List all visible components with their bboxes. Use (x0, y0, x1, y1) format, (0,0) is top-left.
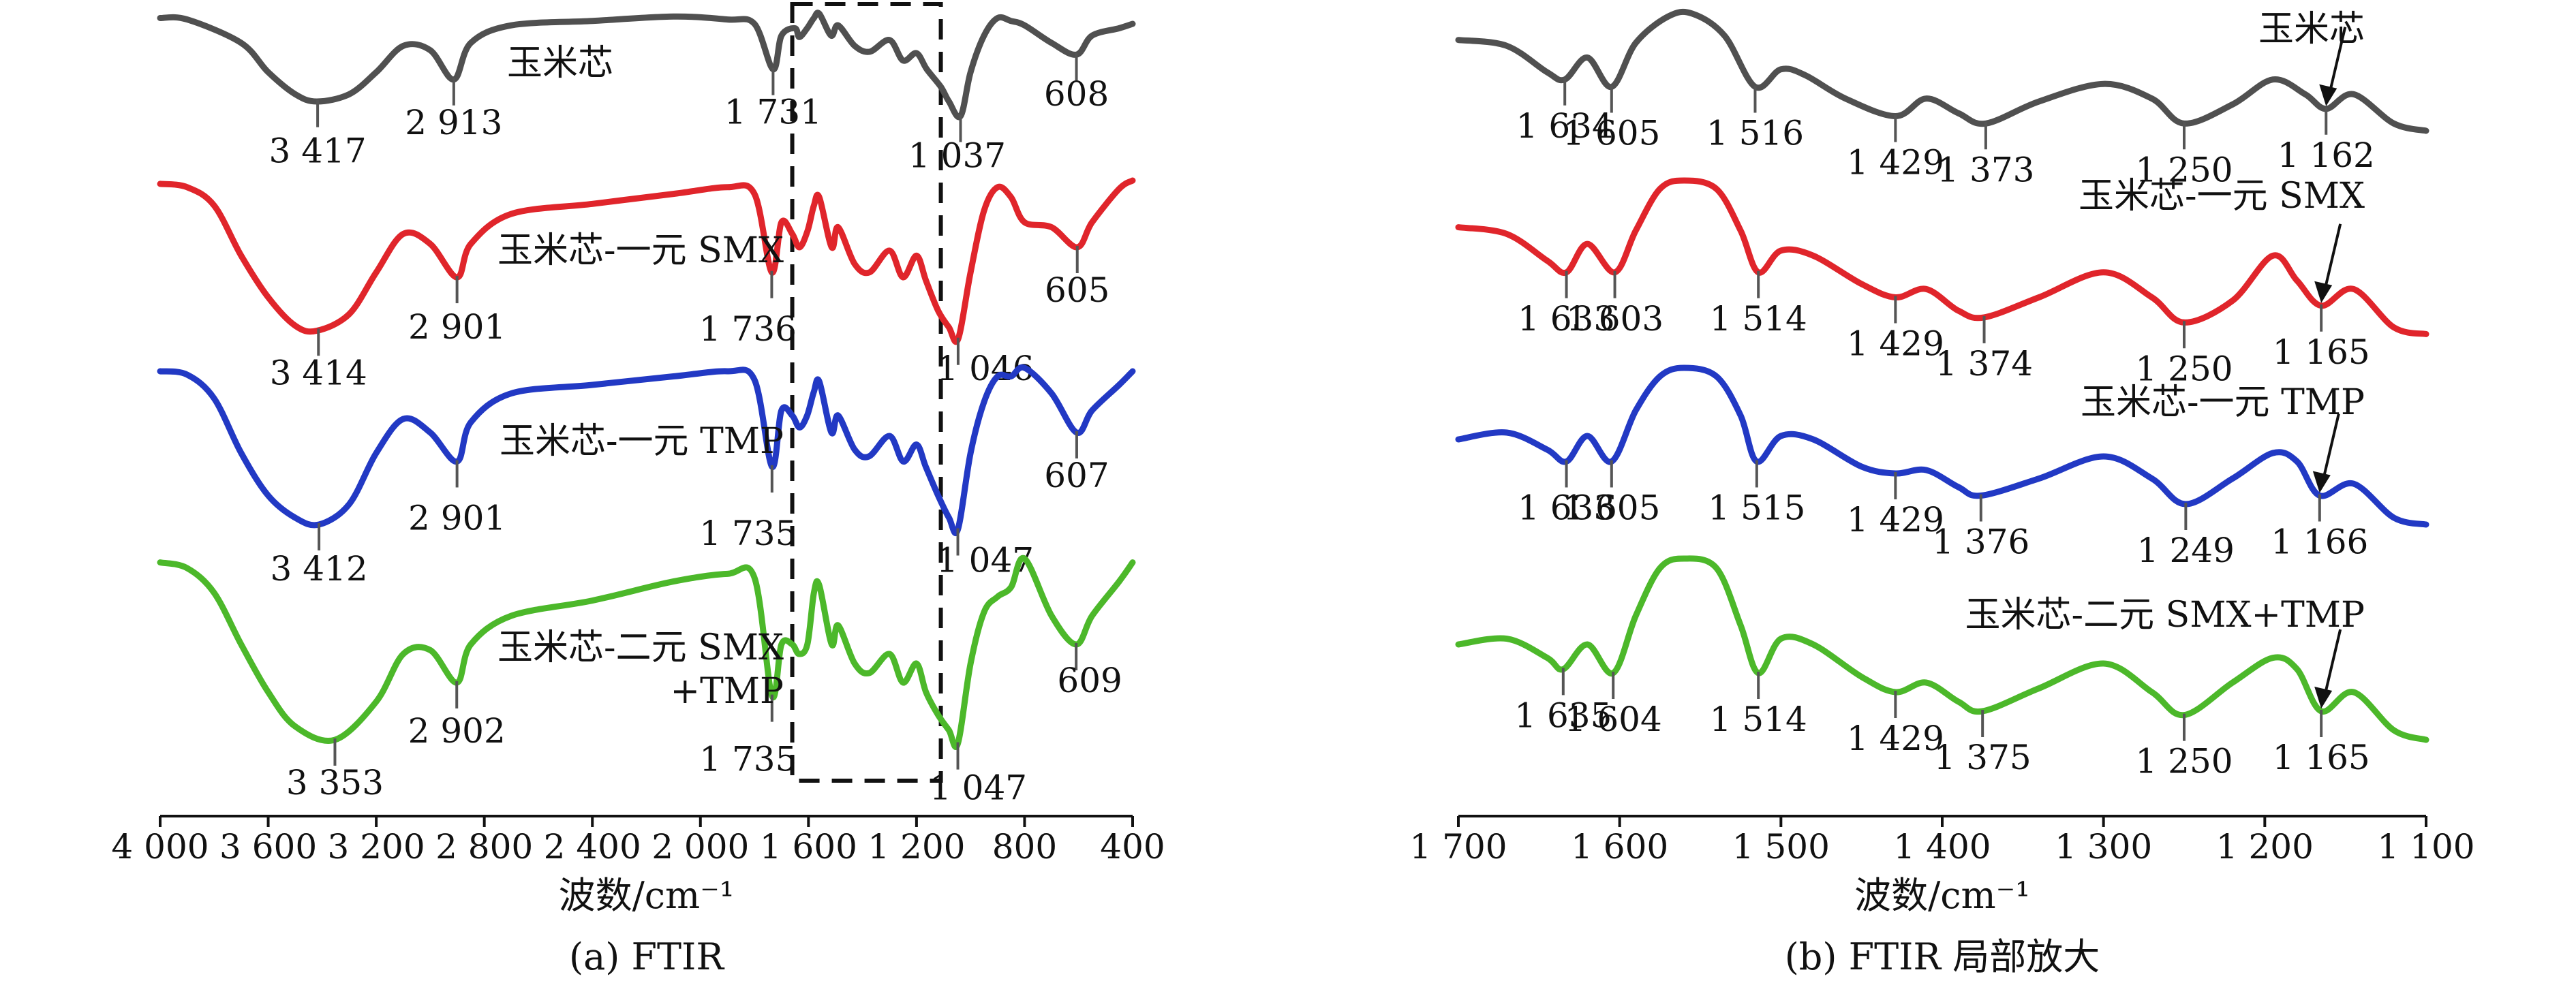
peak-label: 1 376 (1932, 522, 2029, 562)
arrow-line (2322, 629, 2342, 700)
panel-a: 4 000 3 600 3 200 2 800 2 400 2 000 1 600 1 200… (111, 2, 1165, 978)
x-tick-label: 3 600 (219, 827, 317, 867)
series-label: 玉米芯-一元 SMX (2079, 176, 2365, 217)
peak-label: 1 633 (1518, 488, 1615, 528)
peak-label: 2 913 (405, 103, 502, 142)
peak-label: 609 (1057, 661, 1122, 700)
peak-label: 1 250 (2135, 150, 2233, 189)
peak-label: 1 605 (1563, 114, 1660, 153)
series-line (157, 177, 1136, 345)
arrow-line (2320, 414, 2340, 484)
peak-label: 1 250 (2135, 349, 2233, 388)
peak-label: 1 249 (2137, 531, 2235, 570)
peak-label: 605 (1045, 270, 1109, 310)
peak-label: 1 047 (930, 768, 1027, 808)
peak-label: 3 412 (271, 549, 368, 589)
x-tick-label: 1 700 (1409, 827, 1507, 867)
x-tick-label: 4 000 (111, 827, 209, 867)
peak-label: 608 (1044, 74, 1109, 114)
peak-label: 1 374 (1935, 344, 2033, 384)
series-line (157, 364, 1136, 537)
peak-label: 2 902 (408, 711, 506, 751)
arrow-line (2322, 223, 2342, 294)
x-tick-label: 2 400 (544, 827, 641, 867)
x-tick-label: 1 600 (760, 827, 857, 867)
series-label: 玉米芯-一元 SMX (497, 230, 784, 271)
panel-caption: (a) FTIR (569, 935, 724, 978)
peak-label: 3 414 (270, 353, 367, 392)
x-axis-label: 波数/cm⁻¹ (559, 874, 735, 917)
peak-label: 2 901 (408, 499, 506, 538)
x-tick-label: 1 500 (1732, 827, 1830, 867)
peak-label: 1 037 (908, 136, 1006, 176)
x-tick-label: 1 600 (1571, 827, 1668, 867)
series-line (157, 10, 1136, 121)
peak-label: 1 735 (699, 740, 797, 779)
peak-label: 1 735 (699, 514, 797, 553)
x-axis-label: 波数/cm⁻¹ (1854, 874, 2030, 917)
peak-label: 1 736 (699, 309, 797, 349)
peak-label: 1 429 (1847, 143, 1944, 183)
panel-caption: (b) FTIR 局部放大 (1785, 935, 2100, 978)
peak-label: 1 165 (2273, 332, 2370, 372)
peak-label: 3 353 (286, 763, 384, 802)
series-label: 玉米芯 (2258, 9, 2365, 50)
x-tick-label: 1 200 (2216, 827, 2314, 867)
peak-label: 1 514 (1710, 700, 1807, 739)
peak-label: 1 604 (1565, 700, 1662, 739)
peak-label: 1 429 (1847, 500, 1944, 540)
peak-label: 1 166 (2271, 522, 2368, 562)
peak-label: 3 417 (269, 131, 367, 171)
x-tick-label: 3 200 (328, 827, 425, 867)
x-tick-label: 400 (1100, 827, 1165, 867)
arrow-line (2327, 27, 2347, 97)
x-tick-label: 1 100 (2377, 827, 2474, 867)
highlight-box (790, 2, 943, 783)
peak-label: 1 373 (1937, 150, 2034, 189)
series-label: 玉米芯-一元 TMP (2081, 382, 2365, 423)
arrow-head (2319, 84, 2337, 106)
series-line (157, 555, 1136, 750)
panel-b: 1 700 1 600 1 500 1 400 1 300 1 200 1 100 波数/cm… (1409, 8, 2475, 978)
x-tick-label: 2 000 (651, 827, 749, 867)
peak-label: 1 162 (2278, 136, 2375, 175)
series-label-part: 玉米芯-二元 SMX (497, 627, 784, 668)
x-tick-label: 1 400 (1893, 827, 1991, 867)
x-tick-label: 1 300 (2055, 827, 2152, 867)
x-tick-label: 800 (992, 827, 1057, 867)
peak-label: 1 605 (1563, 488, 1660, 528)
peak-label: 1 731 (724, 93, 822, 132)
peak-label: 1 165 (2273, 738, 2370, 777)
peak-label: 2 901 (408, 307, 506, 347)
peak-label: 1 515 (1708, 488, 1805, 528)
arrow-head (2312, 471, 2331, 493)
arrow-head (2314, 281, 2333, 303)
series-label: 玉米芯-一元 TMP (500, 421, 784, 462)
series-label: 玉米芯-二元 SMX+TMP (1965, 595, 2365, 636)
series-label-part: +TMP (671, 671, 784, 712)
peak-label: 1 635 (1514, 696, 1612, 735)
arrow-head (2314, 687, 2333, 708)
series-label: 玉米芯 (507, 43, 613, 84)
peak-label: 1 634 (1516, 106, 1614, 146)
x-tick-label: 2 800 (435, 827, 533, 867)
peak-label: 1 516 (1706, 114, 1804, 153)
peak-label: 607 (1044, 456, 1109, 495)
peak-label: 1 429 (1847, 719, 1944, 758)
peak-label: 1 429 (1847, 324, 1944, 364)
peak-label: 1 603 (1566, 299, 1663, 339)
x-tick-label: 1 200 (868, 827, 965, 867)
peak-label: 1 514 (1710, 299, 1807, 339)
peak-label: 1 250 (2135, 742, 2233, 781)
peak-label: 1 633 (1518, 299, 1615, 339)
peak-label: 1 375 (1934, 738, 2031, 777)
